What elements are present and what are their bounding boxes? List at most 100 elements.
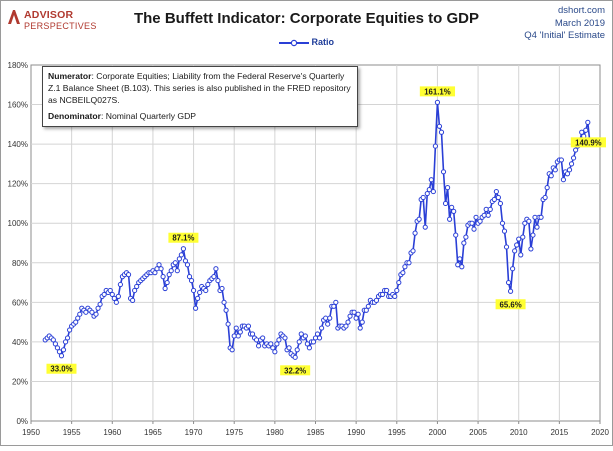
x-tick-label: 1980 xyxy=(266,428,284,437)
data-point xyxy=(463,234,469,240)
data-point xyxy=(585,119,591,125)
data-point xyxy=(570,155,577,161)
data-point xyxy=(256,343,262,349)
legend-series-name: Ratio xyxy=(311,37,335,47)
data-point xyxy=(77,311,83,317)
data-point xyxy=(579,129,585,135)
data-point xyxy=(406,260,412,266)
data-point xyxy=(172,260,178,266)
data-point xyxy=(229,347,235,353)
logo-line1: ADVISOR xyxy=(24,9,74,21)
data-point xyxy=(505,279,512,286)
data-point xyxy=(203,287,209,294)
data-point xyxy=(268,341,274,347)
data-point xyxy=(438,129,445,135)
note-denominator-text: : Nominal Quarterly GDP xyxy=(101,111,197,121)
data-point xyxy=(282,335,288,341)
data-point xyxy=(178,252,184,258)
data-point xyxy=(233,325,239,331)
data-point xyxy=(327,315,333,321)
data-point xyxy=(186,274,193,280)
data-point xyxy=(345,319,351,325)
data-point xyxy=(166,272,172,278)
data-point xyxy=(193,305,199,311)
data-point xyxy=(412,230,418,236)
data-point xyxy=(107,287,113,294)
data-point xyxy=(473,214,479,220)
data-point xyxy=(379,291,386,298)
y-tick-label: 140% xyxy=(8,140,28,149)
x-tick-label: 2000 xyxy=(429,428,447,437)
data-point xyxy=(249,331,256,337)
y-tick-label: 120% xyxy=(8,180,28,189)
source-info: dshort.com March 2019 Q4 'Initial' Estim… xyxy=(524,5,605,43)
x-tick-label: 1985 xyxy=(307,428,325,437)
data-point xyxy=(426,187,432,193)
data-point xyxy=(538,214,544,220)
data-point xyxy=(237,329,243,335)
data-point xyxy=(205,281,211,288)
logo: ADVISOR PERSPECTIVES xyxy=(6,6,126,36)
x-tick-label: 1965 xyxy=(144,428,162,437)
data-point xyxy=(522,220,528,226)
data-point xyxy=(56,349,63,355)
data-point xyxy=(319,325,325,331)
annotation-bg xyxy=(419,86,456,97)
data-point xyxy=(132,287,138,294)
data-point xyxy=(422,224,428,230)
y-tick-label: 60% xyxy=(12,298,28,307)
data-point xyxy=(455,262,461,268)
data-point xyxy=(392,293,398,299)
data-point xyxy=(62,339,69,345)
data-point xyxy=(373,297,380,303)
data-point xyxy=(60,347,67,353)
data-point xyxy=(168,268,174,274)
data-point xyxy=(564,171,571,177)
data-point xyxy=(115,293,121,299)
data-point xyxy=(235,333,241,339)
data-point xyxy=(451,208,457,214)
data-point xyxy=(113,299,119,305)
data-point xyxy=(503,244,510,250)
data-point xyxy=(471,226,477,232)
data-point xyxy=(469,220,475,226)
data-point xyxy=(134,283,140,290)
x-tick-label: 1975 xyxy=(225,428,243,437)
note-denominator-label: Denominator xyxy=(48,111,101,121)
data-point xyxy=(182,258,189,264)
data-point xyxy=(359,319,365,325)
data-point xyxy=(213,266,219,272)
annotation-bg xyxy=(570,137,606,148)
data-point xyxy=(518,252,524,258)
data-point xyxy=(424,190,430,197)
data-point xyxy=(272,349,278,355)
data-point xyxy=(420,194,426,201)
data-point xyxy=(495,194,501,201)
data-point xyxy=(402,264,408,270)
data-point xyxy=(526,218,532,224)
data-point xyxy=(97,301,103,307)
annotation-label: 161.1% xyxy=(424,87,451,96)
source-date: March 2019 xyxy=(554,17,605,29)
data-point xyxy=(568,161,575,167)
data-point xyxy=(73,319,79,325)
data-point xyxy=(221,299,227,305)
data-point xyxy=(357,325,363,331)
x-tick-label: 2020 xyxy=(591,428,609,437)
data-point xyxy=(558,157,564,163)
data-point xyxy=(428,177,434,183)
annotation-bg xyxy=(495,299,526,310)
data-point xyxy=(260,335,266,341)
data-point xyxy=(544,185,550,191)
data-point xyxy=(52,341,58,347)
data-point xyxy=(351,309,357,315)
data-point xyxy=(219,285,225,292)
annotation-label: 140.9% xyxy=(575,138,602,147)
data-point xyxy=(499,220,506,226)
data-point xyxy=(298,331,304,337)
x-tick-label: 1990 xyxy=(347,428,365,437)
data-point xyxy=(323,315,329,321)
data-point xyxy=(215,277,221,284)
